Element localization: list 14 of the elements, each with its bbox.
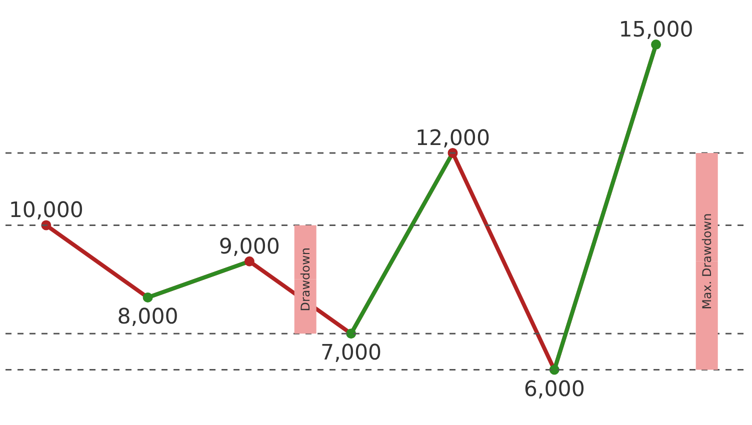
- data-label: 6,000: [524, 376, 585, 402]
- annotation: Max. Drawdown: [700, 213, 714, 310]
- point: [549, 364, 560, 375]
- annotation: Drawdown: [298, 248, 312, 312]
- point: [244, 256, 254, 266]
- data-label: 10,000: [8, 198, 84, 224]
- data-label: 9,000: [218, 234, 280, 260]
- point: [142, 292, 153, 302]
- point: [346, 328, 356, 339]
- data-label: 12,000: [415, 126, 490, 151]
- data-label: 8,000: [117, 304, 178, 330]
- data-label: 15,000: [618, 18, 694, 43]
- data-label: 7,000: [320, 340, 382, 366]
- point: [651, 40, 662, 50]
